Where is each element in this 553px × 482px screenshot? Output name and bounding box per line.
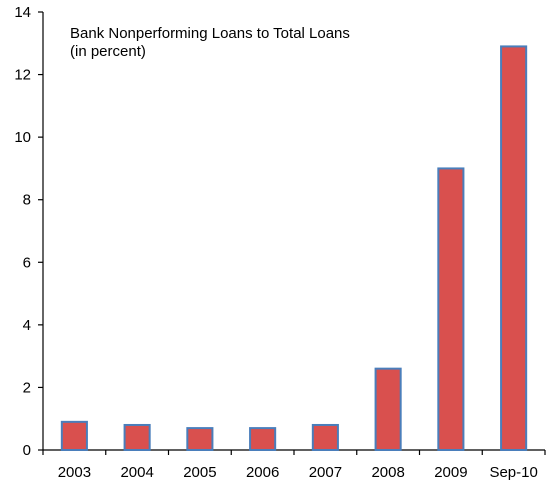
x-tick-label: Sep-10: [489, 464, 537, 481]
x-tick-label: 2003: [58, 464, 91, 481]
x-tick-label: 2005: [183, 464, 216, 481]
bar-2003: [60, 420, 88, 452]
bar-sep-10: [500, 45, 528, 452]
chart-title-group: Bank Nonperforming Loans to Total Loans …: [70, 25, 350, 60]
x-tick-label: 2004: [120, 464, 153, 481]
x-tick-label: 2006: [246, 464, 279, 481]
bar-2005: [186, 427, 214, 452]
y-tick-label: 12: [14, 67, 31, 84]
bar-2006: [249, 427, 277, 452]
y-tick-label: 0: [23, 442, 31, 459]
bar-2004: [123, 423, 151, 452]
chart-subtitle: (in percent): [70, 43, 146, 60]
bar-2007: [311, 423, 339, 452]
x-tick-label: 2008: [371, 464, 404, 481]
bars: [60, 45, 528, 452]
y-tick-label: 4: [23, 317, 31, 334]
chart-title: Bank Nonperforming Loans to Total Loans: [70, 25, 350, 42]
y-tick-label: 2: [23, 379, 31, 396]
y-tick-label: 8: [23, 192, 31, 209]
bar-2008: [374, 367, 402, 451]
x-tick-label: 2009: [434, 464, 467, 481]
y-axis: 0 2 4 6 8 10 12 14: [14, 4, 44, 459]
y-tick-label: 6: [23, 254, 31, 271]
bar-2009: [437, 167, 465, 452]
x-tick-label: 2007: [309, 464, 342, 481]
y-tick-label: 10: [14, 129, 31, 146]
y-tick-label: 14: [14, 4, 31, 21]
x-axis: 2003 2004 2005 2006 2007 2008 2009 Sep-10: [42, 449, 546, 481]
